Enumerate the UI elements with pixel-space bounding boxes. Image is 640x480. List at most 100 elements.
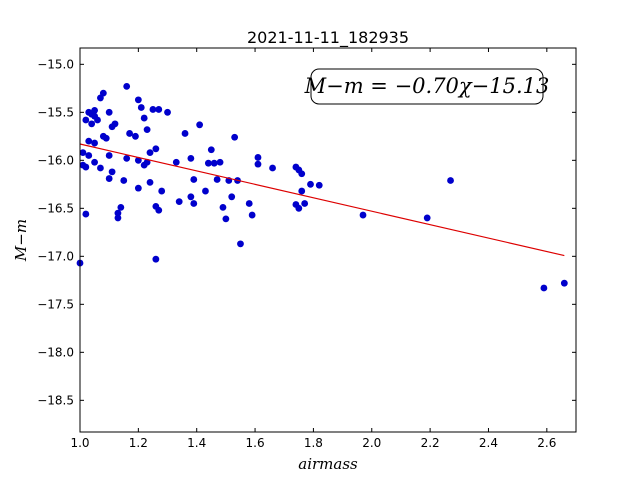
data-point bbox=[254, 160, 262, 168]
data-point bbox=[301, 200, 309, 207]
data-point bbox=[123, 83, 131, 90]
y-tick-label: −16.5 bbox=[37, 201, 74, 215]
data-point bbox=[222, 215, 230, 223]
data-point bbox=[187, 155, 195, 162]
data-point bbox=[146, 149, 154, 157]
data-point bbox=[105, 152, 113, 159]
x-axis-label: airmass bbox=[298, 455, 358, 473]
data-point bbox=[190, 176, 198, 183]
data-point bbox=[196, 121, 204, 129]
chart-title: 2021-11-11_182935 bbox=[247, 28, 409, 48]
data-point bbox=[134, 156, 142, 164]
data-point bbox=[114, 209, 122, 217]
data-point bbox=[143, 158, 151, 166]
points-layer bbox=[76, 83, 568, 292]
y-tick-label: −18.5 bbox=[37, 393, 74, 407]
data-point bbox=[307, 180, 314, 188]
data-point bbox=[190, 200, 198, 207]
data-point bbox=[245, 200, 253, 207]
y-tick-label: −17.0 bbox=[37, 249, 74, 263]
data-point bbox=[164, 108, 171, 116]
data-point bbox=[248, 211, 256, 219]
x-tick-label: 2.2 bbox=[421, 436, 440, 450]
fit-layer bbox=[79, 143, 565, 257]
x-tick-label: 1.8 bbox=[304, 436, 323, 450]
x-tick-label: 1.2 bbox=[129, 436, 148, 450]
data-point bbox=[172, 158, 180, 166]
data-point bbox=[126, 130, 133, 137]
data-point bbox=[105, 175, 113, 182]
data-point bbox=[315, 181, 323, 189]
data-point bbox=[132, 132, 139, 140]
data-point bbox=[82, 210, 90, 218]
data-point bbox=[540, 284, 548, 292]
data-point bbox=[120, 177, 128, 184]
data-point bbox=[175, 198, 183, 206]
y-tick-label: −16.0 bbox=[37, 153, 74, 167]
data-point bbox=[91, 107, 98, 114]
data-point bbox=[143, 126, 151, 133]
data-point bbox=[146, 179, 154, 186]
fit-line bbox=[79, 143, 565, 257]
ticks-layer: 1.0 1.2 1.4 1.6 1.8 2.0 2.2 2.4 2.6 −15.0 −15.5 −16… bbox=[37, 48, 576, 450]
data-point bbox=[111, 120, 119, 128]
data-point bbox=[85, 137, 93, 145]
y-tick-label: −18.0 bbox=[37, 345, 74, 359]
x-tick-label: 2.4 bbox=[479, 436, 498, 450]
data-point bbox=[152, 255, 160, 263]
data-point bbox=[82, 116, 90, 124]
data-point bbox=[79, 149, 87, 157]
data-point bbox=[97, 164, 104, 172]
data-point bbox=[359, 211, 367, 219]
y-axis-label: M−m bbox=[12, 219, 30, 262]
data-point bbox=[228, 193, 236, 201]
data-point bbox=[254, 154, 262, 161]
data-point bbox=[560, 279, 568, 287]
data-point bbox=[140, 114, 148, 122]
x-tick-label: 1.4 bbox=[187, 436, 206, 450]
data-point bbox=[155, 206, 163, 214]
data-point bbox=[219, 203, 227, 211]
data-point bbox=[237, 240, 244, 248]
data-point bbox=[149, 106, 157, 113]
data-point bbox=[231, 133, 239, 141]
y-tick-label: −15.5 bbox=[37, 105, 74, 119]
y-tick-label: −15.0 bbox=[37, 57, 74, 71]
x-tick-label: 2.6 bbox=[537, 436, 556, 450]
data-point bbox=[102, 134, 110, 142]
data-point bbox=[134, 96, 142, 104]
data-point bbox=[85, 152, 93, 159]
y-tick-label: −17.5 bbox=[37, 297, 74, 311]
data-point bbox=[207, 146, 215, 154]
data-point bbox=[152, 145, 160, 153]
data-point bbox=[295, 204, 303, 212]
data-point bbox=[298, 187, 306, 195]
data-point bbox=[187, 193, 195, 201]
data-point bbox=[155, 106, 163, 113]
data-point bbox=[108, 168, 116, 176]
data-point bbox=[91, 158, 98, 166]
data-point bbox=[99, 89, 107, 97]
data-point bbox=[447, 177, 454, 184]
data-point bbox=[204, 159, 212, 167]
data-point bbox=[269, 164, 276, 172]
data-point bbox=[210, 159, 218, 167]
data-point bbox=[82, 163, 90, 171]
fit-annotation: M−m = −0.70χ−15.13 bbox=[304, 68, 549, 105]
data-point bbox=[105, 108, 113, 116]
data-point bbox=[88, 120, 96, 128]
data-point bbox=[91, 139, 98, 147]
fit-annotation-box bbox=[310, 68, 544, 105]
data-point bbox=[134, 184, 142, 192]
data-point bbox=[202, 187, 209, 195]
x-tick-label: 1.0 bbox=[70, 436, 89, 450]
plot-frame bbox=[79, 47, 577, 433]
data-point bbox=[181, 130, 189, 137]
data-point bbox=[423, 214, 431, 222]
data-point bbox=[114, 214, 122, 222]
data-point bbox=[94, 116, 101, 124]
data-point bbox=[298, 170, 306, 178]
data-point bbox=[213, 176, 221, 183]
data-point bbox=[123, 155, 131, 162]
